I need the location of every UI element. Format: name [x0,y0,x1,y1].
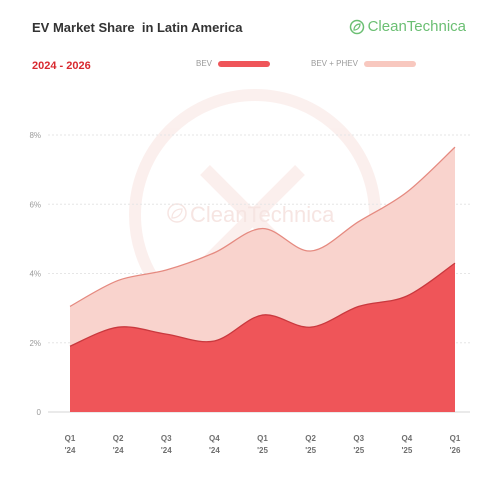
x-tick-label-year: '24 [113,446,124,455]
watermark-text: CleanTechnica [190,202,335,227]
y-tick-label: 4% [29,270,41,279]
x-tick-label-quarter: Q2 [113,434,124,443]
x-tick-label-quarter: Q1 [65,434,76,443]
x-tick-label-quarter: Q4 [209,434,220,443]
x-tick-label-year: '24 [209,446,220,455]
x-tick-label-year: '25 [401,446,412,455]
y-tick-label: 8% [29,131,41,140]
x-tick-label-year: '26 [450,446,461,455]
watermark-leaf-icon [167,203,187,223]
chart-subtitle: 2024 - 2026 [32,60,91,72]
line-bev [69,262,456,347]
x-tick-label-year: '24 [161,446,172,455]
brand-name: CleanTechnica [367,18,466,35]
x-tick-label-quarter: Q4 [402,434,413,443]
x-tick-label-year: '25 [305,446,316,455]
x-axis-ticks: Q1 '24 Q2 '24 Q3 '24 Q4 '24 Q1 '25 Q2 '25 Q3 '25 Q4 '25… [65,434,461,455]
series-areas [69,146,456,412]
legend-item-bev-phev: BEV + PHEV [311,59,416,68]
leaf-icon [349,19,364,34]
x-tick-label-quarter: Q1 [450,434,461,443]
legend-swatch-bev-phev [363,60,416,67]
y-tick-label: 6% [29,200,41,209]
x-tick-label-year: '24 [65,446,76,455]
brand-logo: CleanTechnica [349,18,466,35]
area-bev [70,263,455,412]
chart-title: EV Market Share in Latin America [32,20,243,35]
y-axis-ticks: 0 2% 4% 6% 8% [29,131,41,417]
legend-swatch-bev [218,60,271,67]
y-tick-label: 0 [37,408,42,417]
x-tick-label-quarter: Q3 [353,434,364,443]
y-tick-label: 2% [29,339,41,348]
x-tick-label-quarter: Q1 [257,434,268,443]
legend-label-bev-phev: BEV + PHEV [311,59,358,68]
x-tick-label-year: '25 [257,446,268,455]
legend-label-bev: BEV [196,59,213,68]
line-bev-phev [69,146,456,307]
x-tick-label-year: '25 [353,446,364,455]
x-tick-label-quarter: Q2 [305,434,316,443]
x-tick-label-quarter: Q3 [161,434,172,443]
legend-item-bev: BEV [196,59,271,68]
